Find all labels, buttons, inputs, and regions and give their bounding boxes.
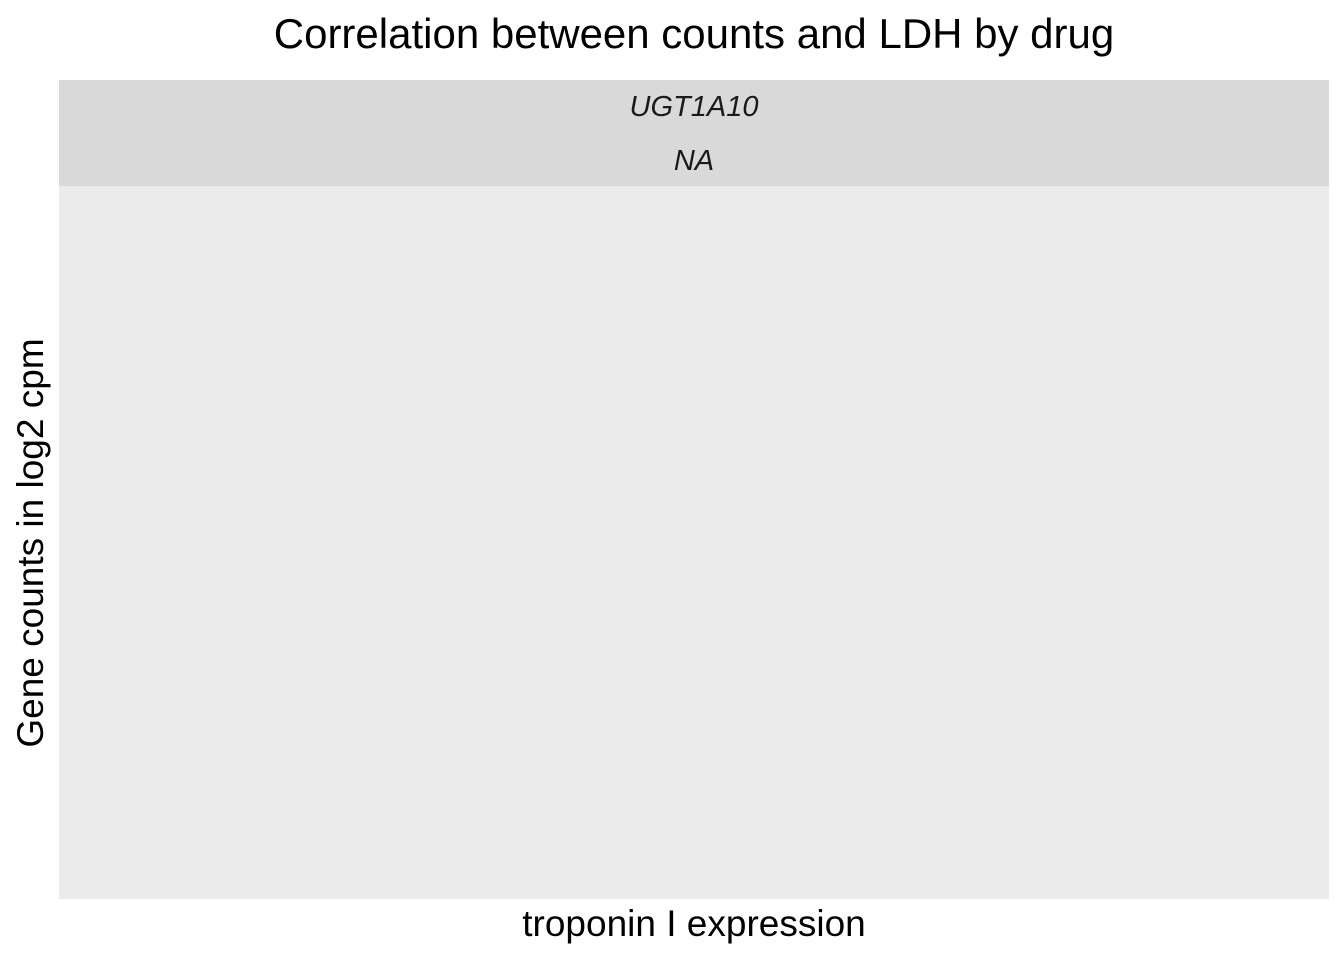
facet-strip-label-gene: UGT1A10: [629, 91, 759, 123]
x-axis-label: troponin I expression: [522, 903, 866, 944]
chart-title: Correlation between counts and LDH by dr…: [273, 10, 1115, 57]
facet-strip: UGT1A10 NA: [59, 80, 1329, 186]
plot-panel: [59, 186, 1329, 899]
y-axis-label: Gene counts in log2 cpm: [10, 338, 51, 748]
plot-area: [59, 186, 1329, 899]
facet-strip-label-drug: NA: [673, 145, 715, 177]
